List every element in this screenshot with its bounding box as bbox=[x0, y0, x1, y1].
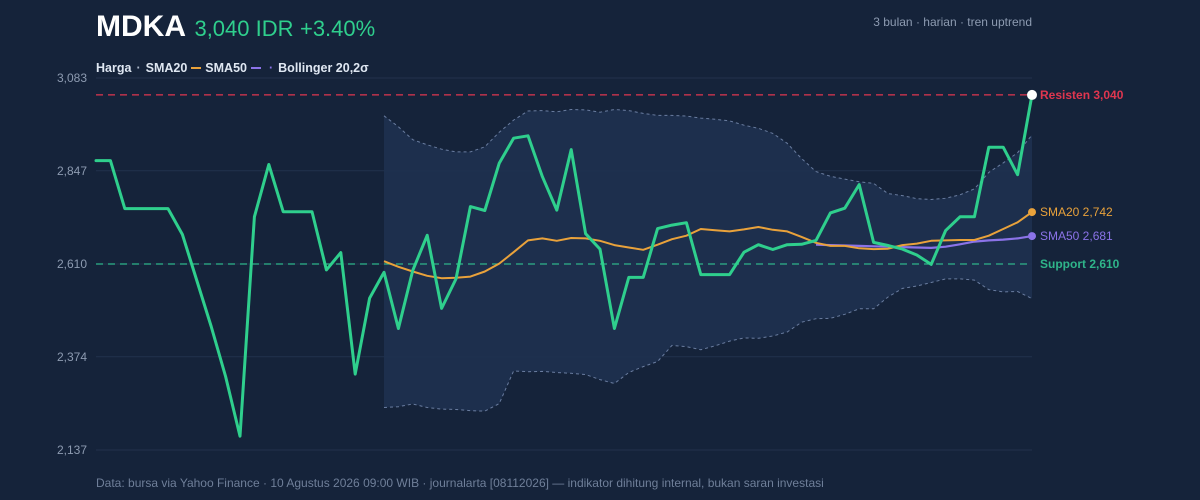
legend-sma50-swatch bbox=[250, 67, 261, 69]
sma20-end-label: SMA20 2,742 bbox=[1040, 205, 1113, 219]
bollinger-lower-line bbox=[383, 278, 1033, 412]
y-tick-label: 2,137 bbox=[57, 443, 87, 457]
sma50-end-label: SMA50 2,681 bbox=[1040, 229, 1113, 243]
price-change: +3.40% bbox=[299, 16, 376, 41]
bollinger-upper-line bbox=[383, 108, 1033, 201]
chart-meta: 3 bulan · harian · tren uptrend bbox=[873, 15, 1032, 29]
sma50-end-marker bbox=[1028, 232, 1036, 241]
legend-sma20: SMA20 bbox=[145, 61, 188, 75]
label-layer: Resisten 3,040 SMA20 2,742 SMA50 2,681 Supp… bbox=[1040, 88, 1124, 271]
legend-sma50: SMA50 bbox=[205, 61, 247, 75]
chart-header: MDKA 3,040 IDR +3.40% bbox=[96, 10, 375, 44]
chart-legend: Harga · SMA20 SMA50 · Bollinger 20,2σ bbox=[96, 61, 369, 75]
legend-price: Harga bbox=[96, 61, 132, 75]
sma20-line bbox=[383, 211, 1033, 280]
legend-separator: · bbox=[136, 61, 141, 75]
ticker-symbol: MDKA bbox=[96, 10, 186, 43]
sma50-line bbox=[815, 235, 1033, 249]
y-tick-label: 2,847 bbox=[57, 164, 87, 178]
price-end-marker bbox=[1027, 89, 1037, 100]
legend-bollinger: Bollinger 20,2σ bbox=[278, 61, 369, 75]
current-price: 3,040 IDR bbox=[194, 16, 294, 41]
y-tick-label: 3,083 bbox=[57, 71, 87, 85]
series-layer bbox=[94, 89, 1037, 438]
price-line bbox=[94, 93, 1034, 438]
bollinger-band-fill bbox=[384, 109, 1032, 412]
legend-bollinger-swatch: · bbox=[268, 61, 275, 75]
bollinger-band-layer bbox=[383, 108, 1033, 412]
support-label: Support 2,610 bbox=[1040, 257, 1120, 271]
resistance-label: Resisten 3,040 bbox=[1040, 88, 1124, 102]
sma20-end-marker bbox=[1028, 208, 1036, 217]
legend-sma20-swatch bbox=[191, 67, 202, 69]
y-tick-label: 2,374 bbox=[57, 350, 87, 364]
y-tick-label: 2,610 bbox=[57, 257, 87, 271]
source-footer: Data: bursa via Yahoo Finance · 10 Agust… bbox=[96, 476, 824, 490]
